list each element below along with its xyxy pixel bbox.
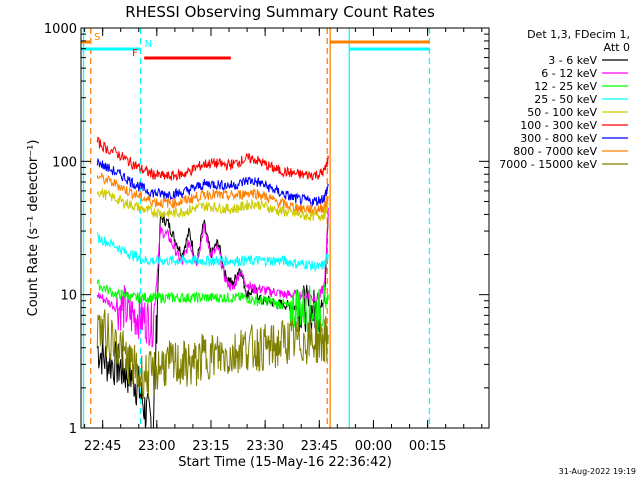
legend-label: 7000 - 15000 keV: [499, 158, 597, 171]
date-stamp: 31-Aug-2022 19:19: [559, 467, 636, 476]
legend-label: 50 - 100 keV: [527, 106, 597, 119]
series-line-25-50-kev: [96, 231, 329, 272]
legend-label: 25 - 50 keV: [534, 93, 597, 106]
legend-label: 800 - 7000 keV: [513, 145, 597, 158]
series-line-300-800-kev: [96, 158, 329, 207]
x-tick-label: 23:15: [192, 439, 229, 454]
legend-label: 300 - 800 keV: [520, 132, 597, 145]
y-axis-label: Count Rate (s⁻¹ detector⁻¹): [26, 140, 41, 317]
y-tick-label: 1: [69, 422, 77, 437]
y-axis: 1 10 100 1000: [44, 22, 489, 437]
series-line-50-100-kev: [96, 188, 329, 222]
x-axis-label: Start Time (15-May-16 22:36:42): [178, 455, 392, 470]
legend-label: 3 - 6 keV: [548, 54, 597, 67]
series-line-6-12-kev: [96, 207, 329, 348]
x-axis: 22:45 23:00 23:15 23:30 23:45 00:00 00:15: [84, 28, 483, 454]
y-tick-label: 1000: [44, 22, 77, 37]
series-line-3-6-kev: [96, 213, 329, 428]
x-tick-label: 22:45: [84, 439, 121, 454]
legend-label: 100 - 300 keV: [520, 119, 597, 132]
x-tick-label: 00:15: [409, 439, 446, 454]
plot-frame: [80, 27, 490, 429]
series-line-7000-15000-kev: [96, 309, 329, 399]
x-tick-label: 23:45: [301, 439, 338, 454]
legend-label: 12 - 25 keV: [534, 80, 597, 93]
x-tick-label: 00:00: [355, 439, 392, 454]
legend-header-line-2: Att 0: [604, 41, 630, 54]
chart-title: RHESSI Observing Summary Count Rates: [125, 3, 435, 21]
y-tick-label: 100: [52, 155, 77, 170]
x-tick-label: 23:00: [138, 439, 175, 454]
x-tick-label: 23:30: [246, 439, 283, 454]
plot-area: S NF: [80, 27, 490, 429]
series-line-100-300-kev: [96, 136, 329, 181]
mode-label: F: [132, 48, 138, 59]
legend-header-line-1: Det 1,3, FDecim 1,: [527, 28, 630, 41]
series-line-800-7000-kev: [96, 172, 329, 215]
y-tick-label: 10: [60, 289, 77, 304]
mode-label: N: [145, 39, 152, 50]
mode-label: S: [94, 32, 100, 43]
legend-label: 6 - 12 keV: [541, 67, 597, 80]
